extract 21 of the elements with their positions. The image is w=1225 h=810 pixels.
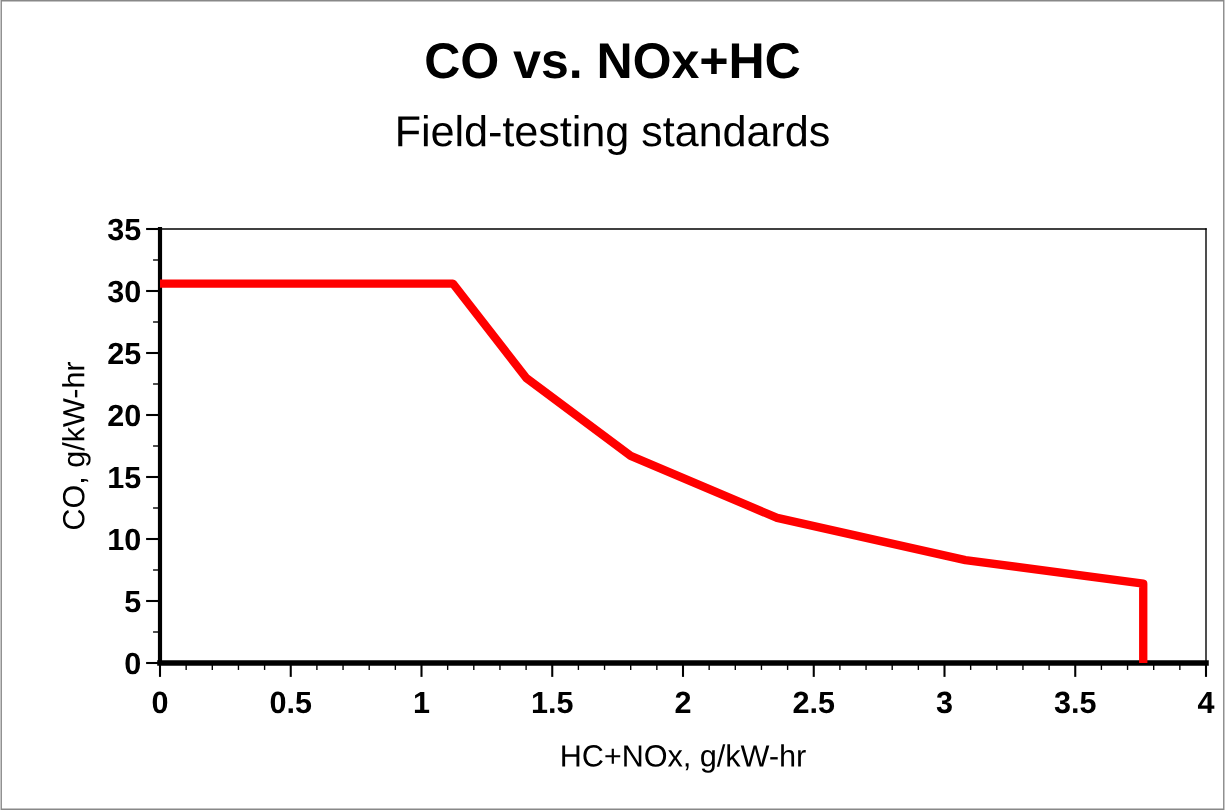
y-tick-label: 20 (108, 404, 140, 427)
x-tick-label: 0 (152, 691, 168, 714)
x-axis-title: HC+NOx, g/kW-hr (562, 744, 806, 773)
x-tick-label: 3.5 (1054, 691, 1096, 714)
chart-title: CO vs. NOx+HC (426, 43, 800, 79)
chart-subtitle: Field-testing standards (398, 114, 829, 156)
y-axis-title: CO, g/kW-hr (62, 361, 91, 530)
x-tick-label: 2.5 (793, 691, 835, 714)
x-tick-label: 2 (675, 691, 691, 713)
x-tick-label: 1.5 (532, 691, 573, 714)
y-tick-label: 25 (108, 342, 141, 365)
x-tick-label: 4 (1197, 691, 1215, 713)
y-tick-label: 5 (125, 591, 141, 613)
x-tick-label: 0.5 (270, 691, 312, 714)
x-tick-label: 3 (936, 691, 952, 714)
x-tick-label: 1 (414, 691, 430, 713)
y-tick-label: 10 (109, 528, 140, 551)
y-tick-label: 35 (107, 218, 141, 241)
y-tick-label: 0 (125, 652, 140, 675)
y-tick-label: 15 (109, 467, 141, 489)
y-tick-label: 30 (107, 280, 140, 303)
